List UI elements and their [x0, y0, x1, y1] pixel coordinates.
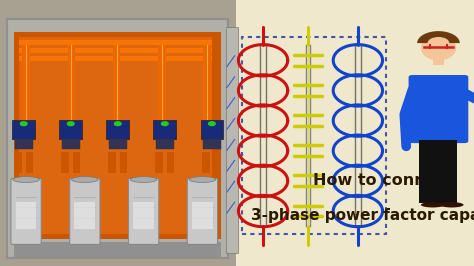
Bar — [73, 152, 80, 173]
Circle shape — [20, 122, 27, 126]
Bar — [14, 152, 22, 173]
Bar — [22, 45, 30, 120]
FancyBboxPatch shape — [409, 75, 468, 143]
Bar — [214, 152, 221, 173]
Bar — [158, 45, 165, 120]
Circle shape — [115, 122, 121, 126]
Bar — [14, 242, 221, 258]
Bar — [14, 32, 221, 239]
Ellipse shape — [421, 35, 456, 61]
Ellipse shape — [130, 177, 157, 182]
FancyBboxPatch shape — [109, 139, 127, 149]
Bar — [203, 45, 211, 120]
Bar — [67, 45, 75, 120]
Bar — [19, 40, 212, 45]
Bar — [202, 152, 210, 173]
Circle shape — [67, 122, 74, 126]
Text: How to connect: How to connect — [313, 173, 454, 188]
Ellipse shape — [440, 202, 464, 207]
Ellipse shape — [13, 177, 39, 182]
FancyBboxPatch shape — [12, 120, 35, 139]
Bar — [155, 152, 163, 173]
Bar — [108, 152, 116, 173]
Circle shape — [209, 122, 215, 126]
FancyBboxPatch shape — [187, 178, 218, 244]
FancyBboxPatch shape — [154, 120, 176, 139]
FancyBboxPatch shape — [128, 178, 159, 244]
Bar — [26, 152, 33, 173]
Ellipse shape — [421, 202, 445, 207]
Bar — [74, 202, 95, 229]
FancyBboxPatch shape — [203, 139, 221, 149]
FancyBboxPatch shape — [106, 120, 129, 139]
FancyBboxPatch shape — [438, 140, 457, 203]
FancyBboxPatch shape — [7, 19, 228, 258]
Bar — [16, 202, 36, 229]
Bar — [167, 152, 174, 173]
Bar — [61, 152, 69, 173]
Wedge shape — [417, 31, 460, 43]
FancyBboxPatch shape — [419, 140, 438, 203]
Bar — [119, 152, 127, 173]
FancyBboxPatch shape — [59, 120, 82, 139]
FancyBboxPatch shape — [62, 139, 80, 149]
Bar — [0, 0, 236, 266]
Bar — [19, 56, 212, 61]
Bar — [133, 202, 154, 229]
Bar — [19, 37, 212, 234]
Ellipse shape — [189, 177, 216, 182]
Circle shape — [162, 122, 168, 126]
Bar — [236, 0, 474, 266]
Text: 3-phase power factor capacitor: 3-phase power factor capacitor — [251, 208, 474, 223]
Bar — [192, 202, 213, 229]
Bar — [113, 45, 120, 120]
FancyBboxPatch shape — [11, 178, 41, 244]
Bar — [226, 27, 238, 253]
FancyBboxPatch shape — [156, 139, 174, 149]
FancyBboxPatch shape — [201, 120, 223, 139]
FancyBboxPatch shape — [15, 139, 33, 149]
Bar — [19, 48, 212, 53]
FancyBboxPatch shape — [70, 178, 100, 244]
Ellipse shape — [72, 177, 98, 182]
Bar — [433, 57, 444, 65]
